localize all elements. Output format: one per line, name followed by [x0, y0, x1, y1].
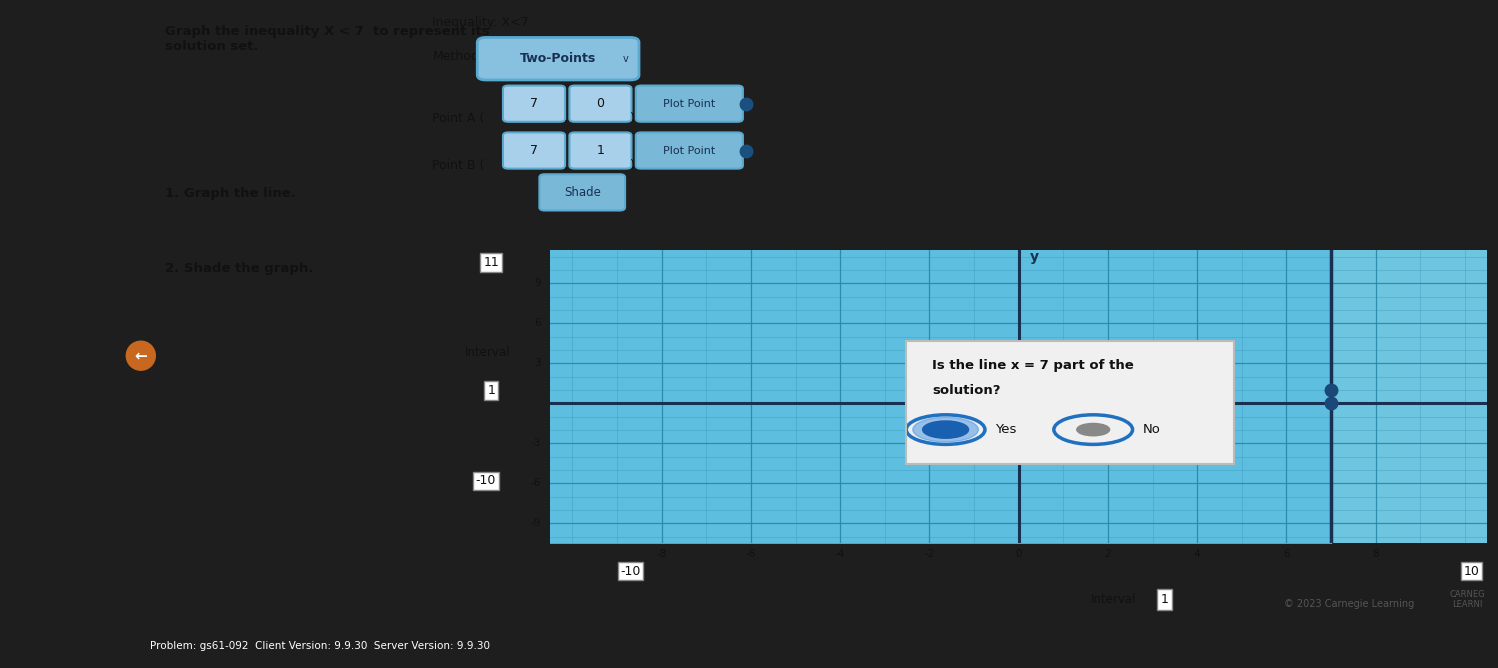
Text: 11: 11: [484, 256, 499, 269]
FancyBboxPatch shape: [635, 86, 743, 122]
Text: Yes: Yes: [995, 423, 1016, 436]
Text: -2: -2: [924, 548, 935, 558]
Text: 9: 9: [535, 278, 541, 288]
Text: 3: 3: [535, 358, 541, 368]
FancyBboxPatch shape: [569, 86, 632, 122]
Text: solution?: solution?: [932, 383, 1001, 397]
Text: Inequality: X<7: Inequality: X<7: [433, 15, 529, 29]
Text: 4: 4: [1194, 548, 1200, 558]
Text: 7: 7: [530, 144, 538, 157]
Text: -6: -6: [746, 548, 756, 558]
Circle shape: [1077, 424, 1110, 436]
FancyBboxPatch shape: [478, 37, 640, 80]
Text: ): ): [631, 112, 635, 126]
Text: Two-Points: Two-Points: [520, 52, 596, 65]
Text: -4: -4: [834, 548, 845, 558]
Text: -10: -10: [476, 474, 496, 488]
FancyBboxPatch shape: [503, 86, 565, 122]
Text: Method:: Method:: [433, 50, 484, 63]
Circle shape: [912, 418, 978, 442]
Text: Point A (: Point A (: [433, 112, 484, 126]
FancyBboxPatch shape: [569, 132, 632, 168]
Text: -9: -9: [530, 518, 541, 528]
Text: Point B (: Point B (: [433, 159, 485, 172]
Circle shape: [126, 341, 156, 370]
Text: Plot Point: Plot Point: [664, 146, 716, 156]
Text: Problem: gs61-092  Client Version: 9.9.30  Server Version: 9.9.30: Problem: gs61-092 Client Version: 9.9.30…: [150, 641, 490, 651]
Text: v: v: [623, 53, 629, 63]
Text: Plot Point: Plot Point: [664, 99, 716, 109]
Text: 2: 2: [1104, 548, 1112, 558]
Text: 10: 10: [1464, 565, 1479, 578]
Text: CARNEG
LEARNI: CARNEG LEARNI: [1450, 590, 1486, 609]
Text: Is the line x = 7 part of the: Is the line x = 7 part of the: [932, 359, 1134, 372]
FancyBboxPatch shape: [503, 132, 565, 168]
Text: ,: ,: [565, 159, 568, 172]
Text: 1: 1: [1161, 593, 1168, 606]
Text: 1: 1: [596, 144, 604, 157]
Text: © 2023 Carnegie Learning: © 2023 Carnegie Learning: [1284, 599, 1414, 609]
Text: Graph the inequality X < 7  to represent its
solution set.: Graph the inequality X < 7 to represent …: [165, 25, 490, 53]
FancyBboxPatch shape: [635, 132, 743, 168]
Text: 6: 6: [535, 318, 541, 328]
Text: -8: -8: [656, 548, 667, 558]
Text: 8: 8: [1372, 548, 1380, 558]
Text: 2. Shade the graph.: 2. Shade the graph.: [165, 263, 313, 275]
Circle shape: [923, 421, 969, 438]
Text: ,: ,: [565, 112, 568, 126]
Text: 6: 6: [1284, 548, 1290, 558]
Text: 0: 0: [596, 97, 605, 110]
FancyBboxPatch shape: [539, 174, 625, 210]
Text: y: y: [1029, 250, 1038, 264]
Text: 0: 0: [1016, 548, 1022, 558]
Text: 7: 7: [530, 97, 538, 110]
Text: -10: -10: [620, 565, 641, 578]
Text: Interval: Interval: [1091, 593, 1137, 606]
Text: -6: -6: [530, 478, 541, 488]
Text: Interval: Interval: [464, 347, 509, 359]
Text: ): ): [631, 159, 635, 172]
Text: Shade: Shade: [563, 186, 601, 199]
Text: No: No: [1143, 423, 1161, 436]
Text: 1. Graph the line.: 1. Graph the line.: [165, 187, 297, 200]
Text: ←: ←: [135, 348, 147, 363]
Text: 1: 1: [487, 384, 496, 397]
Text: -3: -3: [530, 438, 541, 448]
